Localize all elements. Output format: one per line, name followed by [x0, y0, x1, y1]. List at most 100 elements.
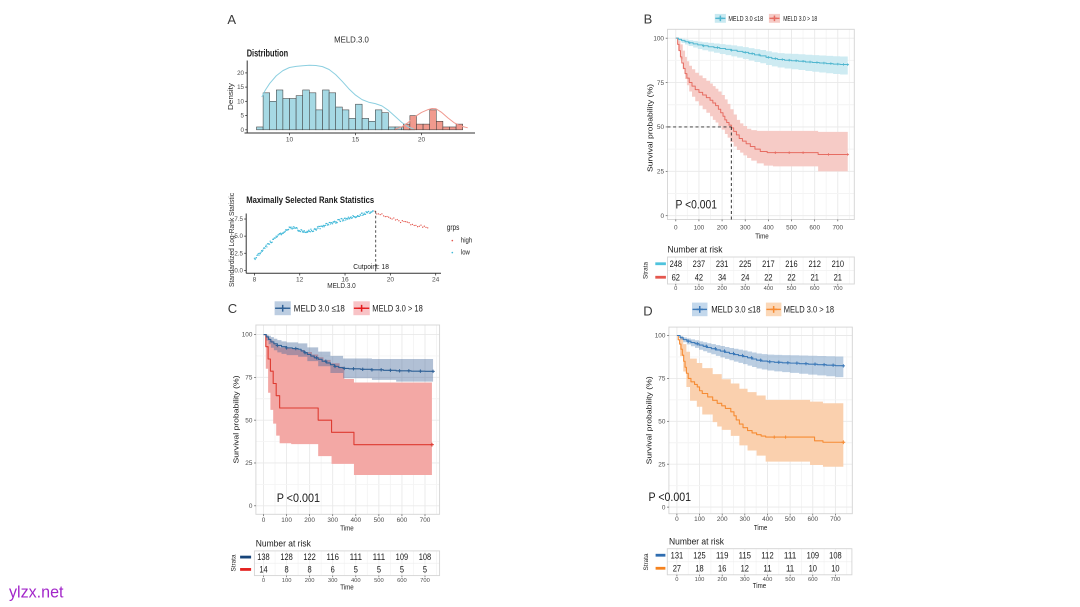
svg-text:111: 111: [784, 549, 796, 560]
svg-text:10: 10: [286, 137, 294, 144]
svg-text:600: 600: [809, 225, 820, 232]
svg-text:Cutpoint: 18: Cutpoint: 18: [353, 262, 389, 271]
svg-text:237: 237: [693, 258, 705, 269]
svg-text:7.5: 7.5: [234, 216, 243, 223]
svg-text:MELD 3.0 > 18: MELD 3.0 > 18: [783, 14, 817, 23]
svg-text:14: 14: [259, 564, 267, 575]
svg-text:100: 100: [655, 333, 666, 340]
svg-text:600: 600: [807, 516, 818, 523]
svg-text:50: 50: [658, 419, 666, 426]
svg-text:10: 10: [809, 562, 817, 573]
svg-text:B: B: [644, 12, 653, 27]
svg-text:700: 700: [420, 517, 431, 524]
svg-text:115: 115: [739, 549, 751, 560]
svg-text:Time: Time: [753, 581, 767, 590]
svg-text:600: 600: [808, 577, 818, 583]
svg-text:MELD 3.0 ≤18: MELD 3.0 ≤18: [294, 304, 345, 314]
svg-text:Density: Density: [226, 83, 235, 110]
svg-text:25: 25: [658, 461, 666, 468]
svg-text:200: 200: [717, 225, 728, 232]
svg-text:100: 100: [694, 225, 705, 232]
svg-text:300: 300: [328, 578, 338, 584]
svg-text:8: 8: [308, 564, 312, 575]
svg-text:P <0.001: P <0.001: [649, 490, 692, 504]
svg-text:low: low: [461, 250, 471, 257]
svg-text:Survival probability (%): Survival probability (%): [646, 84, 655, 172]
svg-text:Number at risk: Number at risk: [256, 539, 311, 549]
svg-text:100: 100: [653, 35, 664, 42]
svg-text:231: 231: [716, 258, 728, 269]
svg-text:MELD.3.0: MELD.3.0: [334, 35, 369, 45]
svg-text:8: 8: [253, 277, 257, 284]
svg-text:34: 34: [718, 271, 726, 282]
svg-text:5: 5: [400, 564, 404, 575]
svg-text:8: 8: [285, 564, 289, 575]
svg-text:50: 50: [657, 124, 665, 131]
svg-text:400: 400: [351, 578, 361, 584]
svg-text:119: 119: [716, 549, 728, 560]
svg-text:0: 0: [674, 286, 677, 292]
svg-text:100: 100: [242, 332, 253, 339]
svg-text:75: 75: [658, 376, 666, 383]
svg-text:200: 200: [304, 517, 315, 524]
svg-text:high: high: [461, 238, 472, 245]
svg-text:75: 75: [657, 80, 665, 87]
svg-text:Strata: Strata: [231, 554, 238, 572]
svg-text:Standardized Log-Rank Statisti: Standardized Log-Rank Statistic: [229, 193, 236, 287]
svg-text:600: 600: [810, 286, 820, 292]
svg-text:200: 200: [717, 286, 727, 292]
svg-text:18: 18: [695, 562, 703, 573]
svg-text:0: 0: [660, 213, 664, 220]
svg-text:10: 10: [831, 562, 839, 573]
svg-text:400: 400: [762, 516, 773, 523]
svg-text:22: 22: [787, 271, 795, 282]
svg-text:ylzx.net: ylzx.net: [9, 583, 64, 601]
svg-text:111: 111: [350, 551, 362, 562]
svg-text:109: 109: [807, 549, 819, 560]
svg-text:700: 700: [831, 577, 841, 583]
svg-text:500: 500: [787, 286, 797, 292]
svg-text:Survival probability (%): Survival probability (%): [645, 376, 654, 464]
svg-text:0: 0: [249, 503, 253, 510]
svg-text:Number at risk: Number at risk: [669, 536, 724, 546]
svg-text:P <0.001: P <0.001: [277, 491, 321, 505]
svg-text:10: 10: [237, 99, 244, 106]
svg-text:500: 500: [374, 578, 384, 584]
svg-text:C: C: [228, 301, 237, 316]
svg-text:25: 25: [245, 460, 253, 467]
svg-text:16: 16: [341, 277, 349, 284]
svg-text:75: 75: [245, 375, 253, 382]
svg-text:100: 100: [694, 286, 704, 292]
svg-text:212: 212: [808, 258, 820, 269]
svg-text:300: 300: [740, 577, 750, 583]
svg-text:0: 0: [674, 225, 678, 232]
svg-text:Time: Time: [755, 231, 769, 240]
svg-text:200: 200: [717, 516, 728, 523]
svg-text:217: 217: [762, 258, 774, 269]
svg-text:D: D: [643, 303, 652, 318]
svg-text:MELD 3.0 ≤18: MELD 3.0 ≤18: [711, 305, 760, 315]
svg-text:11: 11: [763, 562, 771, 573]
svg-text:24: 24: [432, 277, 440, 284]
svg-text:20: 20: [387, 277, 395, 284]
svg-text:300: 300: [739, 516, 750, 523]
svg-text:21: 21: [811, 271, 819, 282]
svg-text:700: 700: [420, 578, 430, 584]
svg-text:22: 22: [764, 271, 772, 282]
svg-text:MELD 3.0 ≤18: MELD 3.0 ≤18: [728, 14, 763, 23]
svg-text:200: 200: [717, 577, 727, 583]
svg-text:100: 100: [694, 516, 705, 523]
svg-text:Strata: Strata: [643, 553, 650, 571]
svg-text:700: 700: [832, 225, 843, 232]
svg-text:200: 200: [305, 578, 315, 584]
svg-text:2.5: 2.5: [234, 250, 243, 257]
svg-text:122: 122: [303, 551, 315, 562]
svg-text:5.0: 5.0: [234, 233, 243, 240]
svg-text:24: 24: [741, 271, 749, 282]
svg-text:Time: Time: [340, 524, 354, 533]
svg-text:grps: grps: [447, 223, 460, 232]
svg-text:700: 700: [830, 516, 841, 523]
svg-text:500: 500: [374, 517, 385, 524]
svg-text:0.0: 0.0: [234, 268, 243, 275]
svg-text:116: 116: [326, 551, 338, 562]
